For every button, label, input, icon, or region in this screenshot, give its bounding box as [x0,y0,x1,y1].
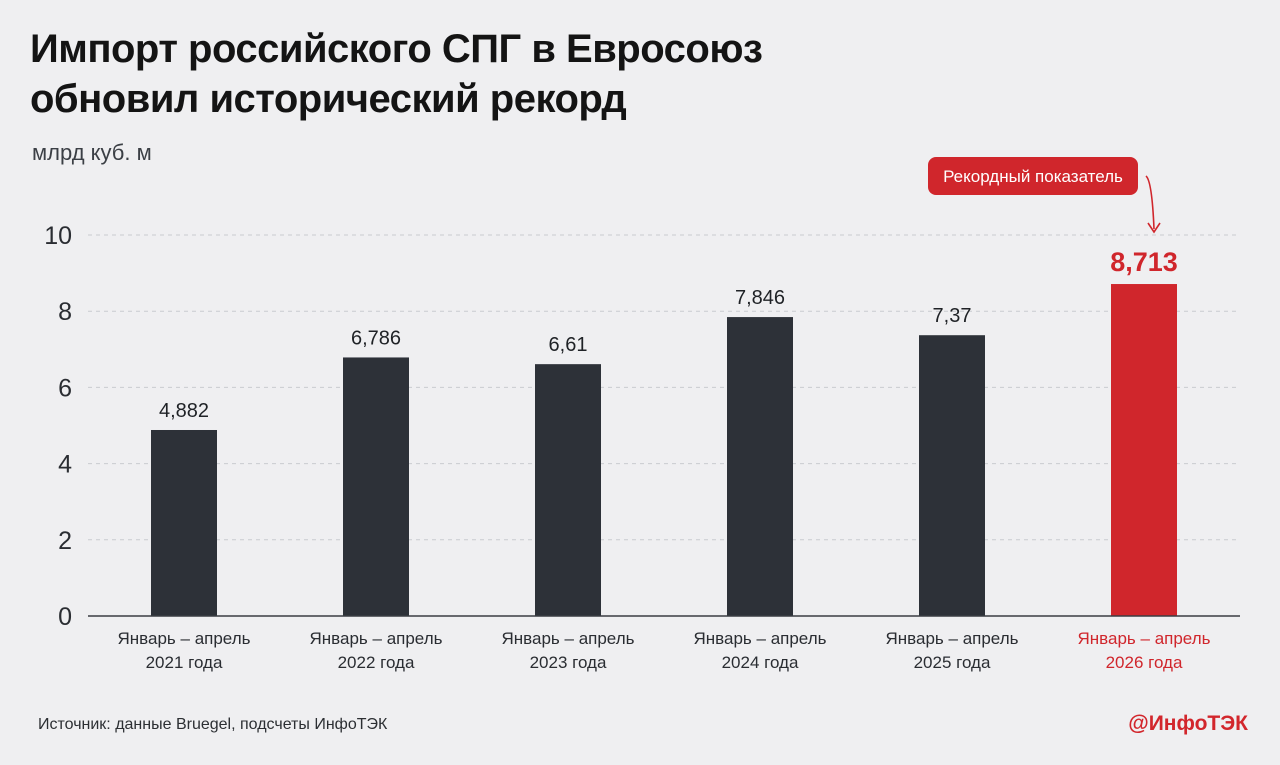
x-tick-label: Январь – апрель [502,629,635,648]
x-tick-label: 2026 года [1106,653,1183,672]
y-tick-label: 2 [58,527,72,555]
annotation-arrow [1145,175,1155,230]
bar-value-label: 7,37 [933,305,972,327]
x-tick-label: Январь – апрель [1078,629,1211,648]
annotation-label: Рекордный показатель [943,167,1123,186]
x-tick-label: 2024 года [722,653,799,672]
bar [151,429,217,616]
y-tick-label: 6 [58,374,72,402]
annotation-badge [928,157,1138,195]
bar [919,335,985,616]
title-line-2: обновил исторический рекорд [30,77,627,121]
source-note: Источник: данные Bruegel, подсчеты ИнфоТ… [38,716,388,733]
y-axis-unit-label: млрд куб. м [32,140,152,165]
x-tick-label: 2023 года [530,653,607,672]
brand-handle: @ИнфоТЭК [1128,712,1248,735]
bar [535,364,601,616]
title-line-1: Импорт российского СПГ в Евросоюз [30,27,763,71]
x-tick-label: Январь – апрель [694,629,827,648]
x-tick-label: 2021 года [146,653,223,672]
bar [727,317,793,616]
y-tick-label: 0 [58,603,72,631]
x-tick-label: Январь – апрель [886,629,1019,648]
x-tick-label: Январь – апрель [310,629,443,648]
bar-value-label: 7,846 [735,287,785,309]
x-tick-label: 2025 года [914,653,991,672]
y-tick-label: 10 [44,222,72,250]
bar-value-label: 4,882 [159,400,209,422]
bar-value-label: 8,713 [1110,247,1178,277]
y-tick-label: 4 [58,451,72,479]
bar [1111,284,1177,616]
y-tick-label: 8 [58,298,72,326]
bar [343,357,409,616]
annotation-arrowhead [1147,222,1161,234]
bar-value-label: 6,786 [351,327,401,349]
x-tick-label: 2022 года [338,653,415,672]
x-tick-label: Январь – апрель [118,629,251,648]
bar-value-label: 6,61 [549,334,588,356]
page-title: Импорт российского СПГ в Евросоюз обнови… [30,24,763,124]
